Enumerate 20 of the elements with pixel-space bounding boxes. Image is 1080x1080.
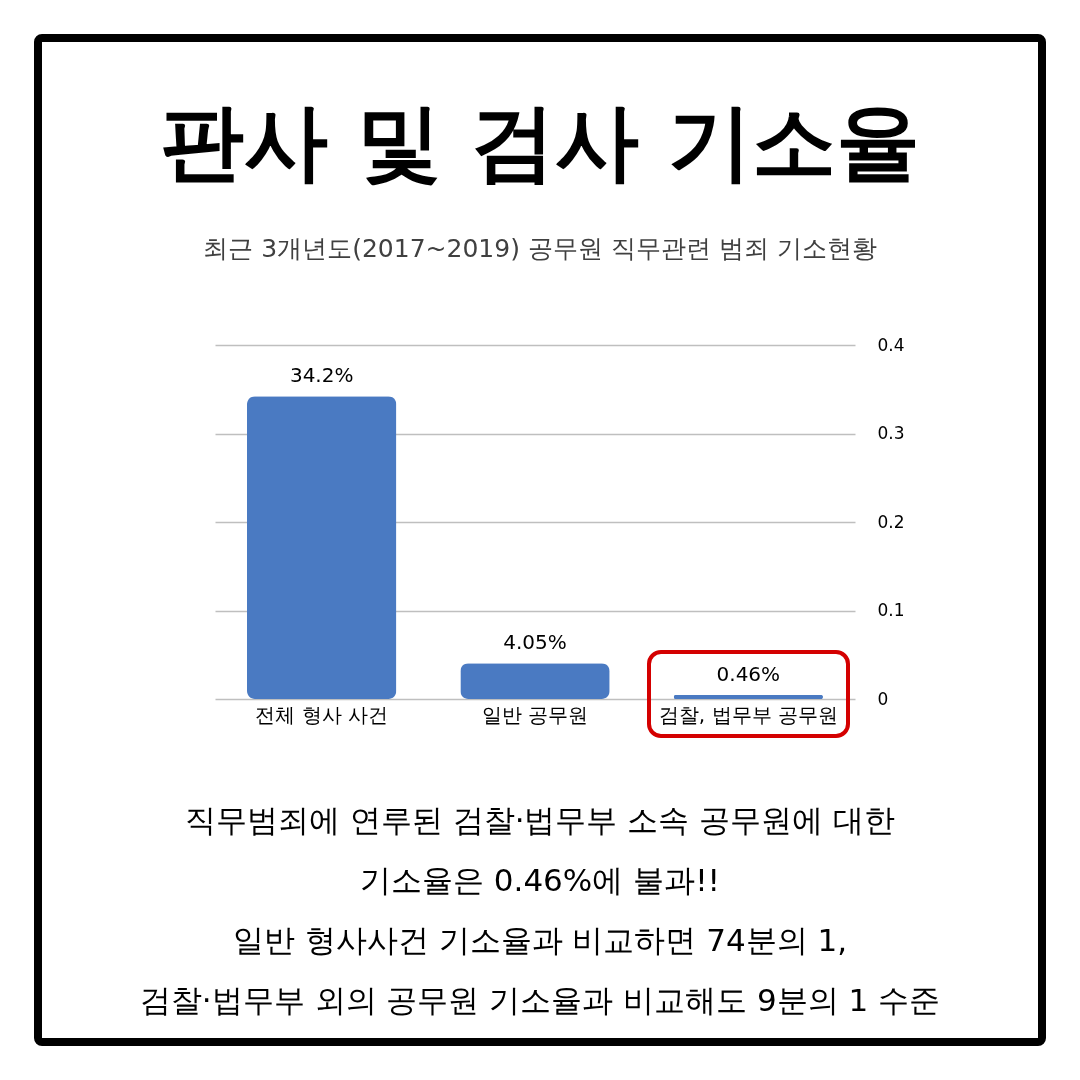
text: 검찰·법무부 외의 공무원 기소율과 비교해도 9분의 1 수준 [138,981,942,1020]
text: 기소율은 0.46%에 불과!! [358,861,721,900]
y-tick-label: 0.3 [877,423,905,443]
bar [247,396,397,699]
chart-subtitle: 최근 3개년도(2017~2019) 공무원 직무관련 범죄 기소현황 [202,233,878,265]
data-label: 0.46% [716,661,781,686]
chart-title: 판사 및 검사 기소율 [159,92,921,193]
bar [673,694,823,699]
data-label: 34.2% [289,363,354,388]
bar [460,663,610,699]
text: 일반 형사사건 기소율과 비교하면 74분의 1, [231,921,849,960]
text: 직무범죄에 연루된 검찰·법무부 소속 공무원에 대한 [183,801,897,840]
y-tick-label: 0 [877,688,889,709]
x-tick-label: 일반 공무원 [481,702,589,727]
y-tick-label: 0.4 [877,334,905,355]
data-label: 4.05% [503,630,567,655]
y-tick-label: 0.1 [877,600,905,620]
x-tick-label: 검찰, 법무부 공무원 [658,702,838,727]
x-tick-label: 전체 형사 사건 [255,702,389,727]
y-tick-label: 0.2 [877,511,905,532]
